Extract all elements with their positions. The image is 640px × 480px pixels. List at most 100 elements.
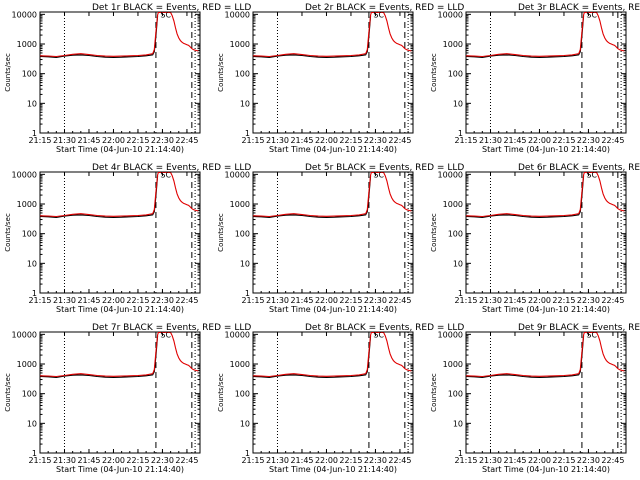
x-tick-label: 22:15 xyxy=(552,456,575,465)
x-tick-label: 21:30 xyxy=(53,456,76,465)
y-tick-label: 1 xyxy=(32,289,37,298)
plot-frame xyxy=(465,331,627,454)
x-tick-label: 22:00 xyxy=(315,296,338,305)
x-tick-label: 22:00 xyxy=(528,456,551,465)
x-tick-label: 21:30 xyxy=(479,296,502,305)
x-tick-label: 21:15 xyxy=(454,456,477,465)
plot-panel-6: Det 6r BLACK = Events, RED = LLD21:1521:… xyxy=(430,163,640,314)
events-series-line xyxy=(466,335,585,379)
events-series-line xyxy=(253,175,372,219)
x-axis-label: Start Time (04-Jun-10 21:14:40) xyxy=(269,145,397,154)
y-tick-label: 10 xyxy=(453,99,463,108)
sc-annotation: SC xyxy=(160,170,171,179)
y-tick-label: 1 xyxy=(458,449,463,458)
lld-series-line xyxy=(466,12,625,58)
x-tick-label: 21:45 xyxy=(503,296,526,305)
y-tick-label: 10000 xyxy=(438,330,463,339)
x-tick-label: 22:45 xyxy=(175,296,198,305)
x-tick-label: 21:15 xyxy=(454,136,477,145)
x-tick-label: 21:15 xyxy=(241,136,264,145)
x-tick-label: 22:30 xyxy=(577,296,600,305)
lld-series-line xyxy=(466,332,625,378)
lld-series-line xyxy=(40,172,199,218)
y-tick-label: 1 xyxy=(245,129,250,138)
x-tick-label: 22:00 xyxy=(102,136,125,145)
x-tick-label: 21:45 xyxy=(503,136,526,145)
x-tick-label: 22:30 xyxy=(364,456,387,465)
x-axis-label: Start Time (04-Jun-10 21:14:40) xyxy=(56,465,184,474)
y-tick-label: 1 xyxy=(245,449,250,458)
lld-series-line xyxy=(253,332,412,378)
y-tick-label: 1000 xyxy=(17,200,37,209)
x-tick-label: 21:15 xyxy=(241,456,264,465)
x-tick-label: 21:30 xyxy=(53,136,76,145)
plot-frame xyxy=(252,331,414,454)
x-tick-label: 22:15 xyxy=(552,296,575,305)
y-tick-label: 100 xyxy=(235,70,250,79)
sc-annotation: SC xyxy=(373,330,384,339)
y-tick-label: 100 xyxy=(235,230,250,239)
events-series-line xyxy=(40,335,159,379)
x-tick-label: 22:30 xyxy=(364,296,387,305)
x-tick-label: 22:30 xyxy=(151,456,174,465)
x-axis-label: Start Time (04-Jun-10 21:14:40) xyxy=(482,145,610,154)
plot-frame xyxy=(252,11,414,134)
x-tick-label: 21:15 xyxy=(28,456,51,465)
x-tick-label: 22:30 xyxy=(151,296,174,305)
y-axis-label: Counts/sec xyxy=(430,373,438,412)
x-tick-label: 21:45 xyxy=(77,296,100,305)
x-tick-label: 22:00 xyxy=(315,136,338,145)
x-tick-label: 22:45 xyxy=(175,136,198,145)
y-tick-label: 10000 xyxy=(225,170,250,179)
events-series-line xyxy=(40,175,159,219)
y-tick-label: 10 xyxy=(453,419,463,428)
y-tick-label: 10 xyxy=(453,259,463,268)
events-series-line xyxy=(40,15,159,59)
events-series-line xyxy=(466,15,585,59)
x-tick-label: 22:15 xyxy=(126,456,149,465)
x-tick-label: 21:45 xyxy=(503,456,526,465)
plot-frame xyxy=(465,11,627,134)
x-axis-label: Start Time (04-Jun-10 21:14:40) xyxy=(269,465,397,474)
y-tick-label: 1 xyxy=(245,289,250,298)
x-tick-label: 22:00 xyxy=(528,296,551,305)
x-tick-label: 21:45 xyxy=(290,456,313,465)
x-tick-label: 21:45 xyxy=(290,296,313,305)
events-series-line xyxy=(253,335,372,379)
y-tick-label: 100 xyxy=(235,390,250,399)
lld-series-line xyxy=(466,172,625,218)
x-tick-label: 22:45 xyxy=(175,456,198,465)
x-tick-label: 21:30 xyxy=(479,456,502,465)
x-tick-label: 22:00 xyxy=(528,136,551,145)
y-tick-label: 1000 xyxy=(17,360,37,369)
y-tick-label: 10000 xyxy=(12,330,37,339)
plot-panel-9: Det 9r BLACK = Events, RED = LLD21:1521:… xyxy=(430,323,640,474)
sc-annotation: SC xyxy=(586,10,597,19)
lld-series-line xyxy=(253,172,412,218)
x-tick-label: 21:45 xyxy=(77,136,100,145)
y-tick-label: 100 xyxy=(22,230,37,239)
y-tick-label: 10000 xyxy=(438,10,463,19)
x-tick-label: 21:30 xyxy=(266,456,289,465)
y-tick-label: 1 xyxy=(458,129,463,138)
x-tick-label: 22:00 xyxy=(315,456,338,465)
y-axis-label: Counts/sec xyxy=(4,213,12,252)
y-tick-label: 1000 xyxy=(443,200,463,209)
x-tick-label: 22:15 xyxy=(339,456,362,465)
x-tick-label: 21:45 xyxy=(77,456,100,465)
y-tick-label: 1000 xyxy=(230,200,250,209)
plot-panel-3: Det 3r BLACK = Events, RED = LLD 21:15 21:… xyxy=(430,3,640,154)
events-series-line xyxy=(253,15,372,59)
x-axis-label: Start Time (04-Jun-10 21:14:40) xyxy=(482,465,610,474)
panel-title: Det 3r BLACK = Events, RED = LLD xyxy=(518,3,640,13)
y-axis-label: Counts/sec xyxy=(4,53,12,92)
events-series-line xyxy=(466,175,585,219)
y-axis-label: Counts/sec xyxy=(217,373,225,412)
x-tick-label: 21:30 xyxy=(266,296,289,305)
x-tick-label: 21:15 xyxy=(28,296,51,305)
x-tick-label: 22:45 xyxy=(388,136,411,145)
